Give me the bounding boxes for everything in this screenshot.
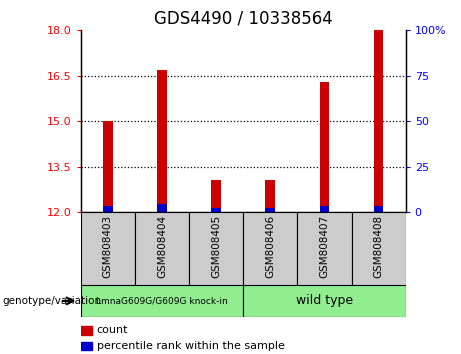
Text: wild type: wild type <box>296 295 353 307</box>
Bar <box>135 212 189 285</box>
Text: GSM808406: GSM808406 <box>265 215 275 278</box>
Bar <box>374 30 384 212</box>
Text: GSM808408: GSM808408 <box>373 215 384 278</box>
Bar <box>266 208 275 212</box>
Bar <box>297 212 352 285</box>
Bar <box>81 212 135 285</box>
Bar <box>81 342 92 350</box>
Bar <box>243 212 297 285</box>
Bar <box>211 181 221 212</box>
Text: GSM808404: GSM808404 <box>157 215 167 278</box>
Bar <box>81 326 92 335</box>
Bar <box>81 285 243 317</box>
Bar <box>189 212 243 285</box>
Text: GSM808407: GSM808407 <box>319 215 330 278</box>
Text: GSM808403: GSM808403 <box>103 215 113 278</box>
Text: percentile rank within the sample: percentile rank within the sample <box>97 341 284 351</box>
Text: LmnaG609G/G609G knock-in: LmnaG609G/G609G knock-in <box>96 296 228 306</box>
Text: GSM808405: GSM808405 <box>211 215 221 278</box>
Bar <box>157 70 167 212</box>
Bar <box>319 206 329 212</box>
Bar <box>266 181 275 212</box>
Text: count: count <box>97 325 128 335</box>
Bar <box>243 285 406 317</box>
Bar <box>103 206 112 212</box>
Bar <box>211 208 221 212</box>
Text: genotype/variation: genotype/variation <box>2 296 101 306</box>
Bar <box>103 121 112 212</box>
Title: GDS4490 / 10338564: GDS4490 / 10338564 <box>154 9 332 27</box>
Bar <box>157 204 167 212</box>
Bar <box>374 206 384 212</box>
Bar <box>319 82 329 212</box>
Bar <box>352 212 406 285</box>
